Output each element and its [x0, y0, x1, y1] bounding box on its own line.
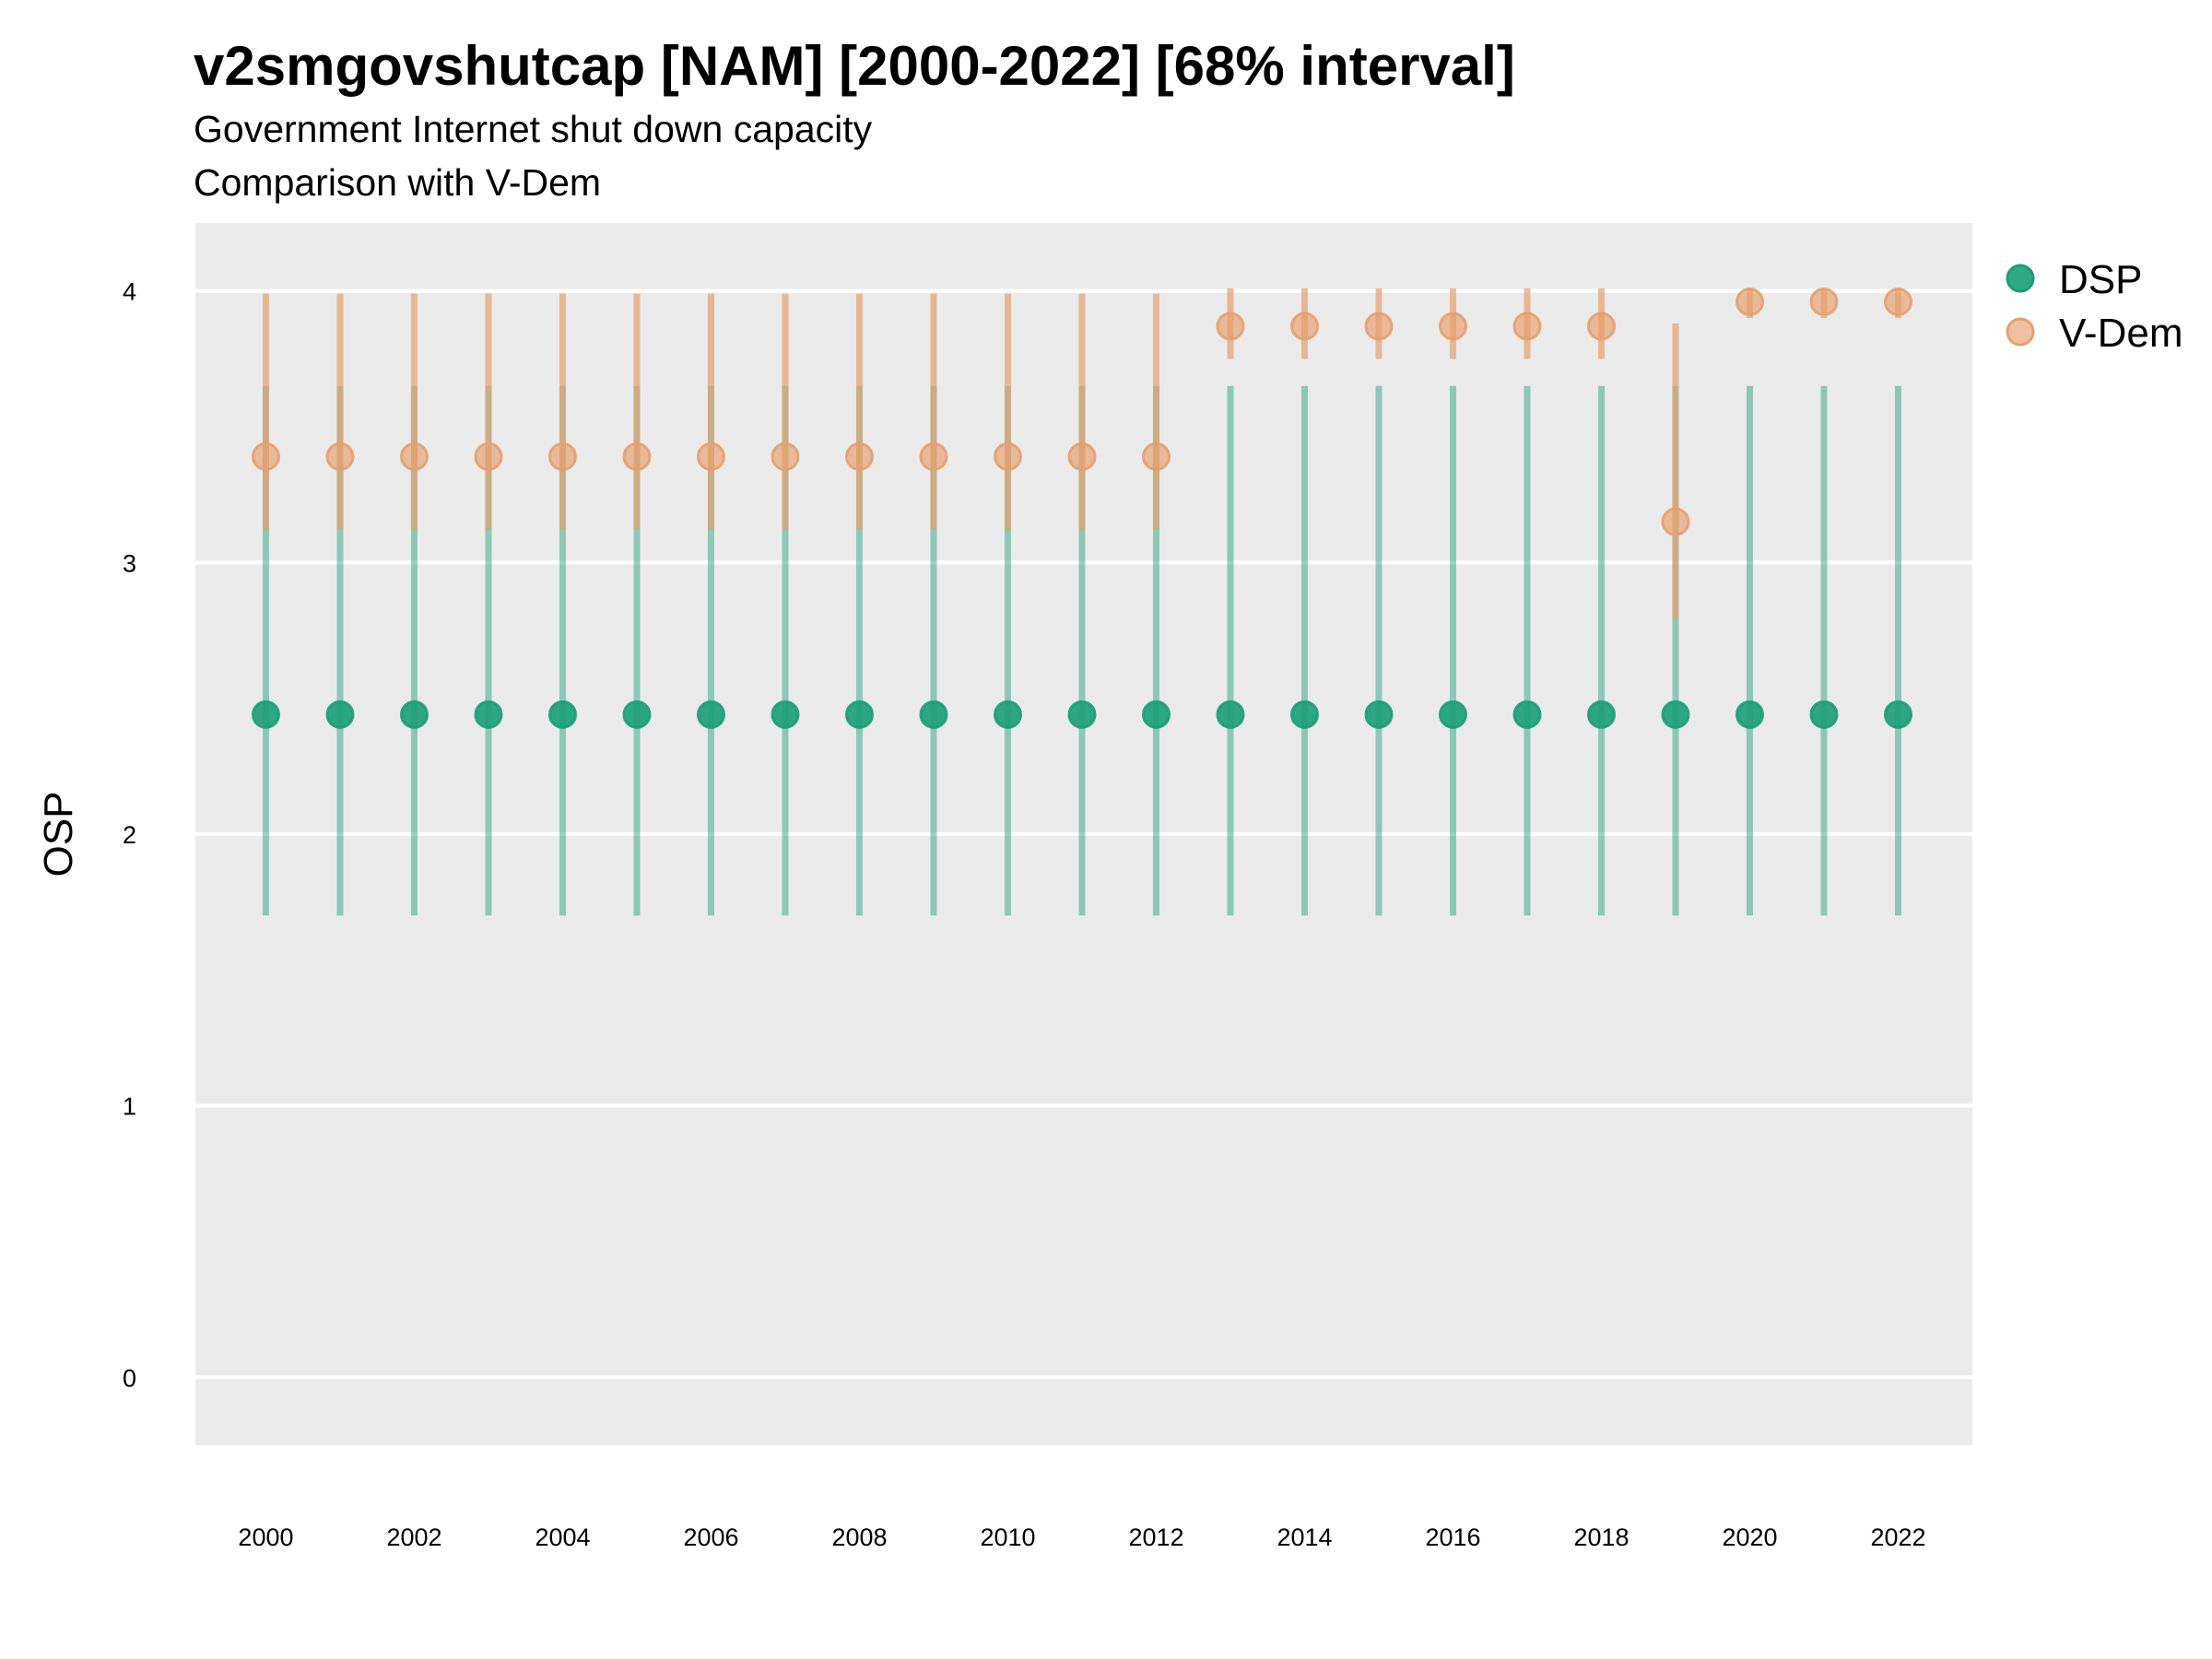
point-dsp-2006 — [696, 700, 725, 729]
point-vdem-2009 — [919, 441, 948, 471]
point-dsp-2008 — [844, 700, 874, 729]
y-tick-label: 3 — [123, 549, 136, 577]
x-tick-label: 2006 — [683, 1524, 738, 1551]
x-tick-label: 2012 — [1128, 1524, 1183, 1551]
point-vdem-2020 — [1735, 287, 1764, 316]
legend-label-dsp: DSP — [2059, 257, 2142, 302]
point-dsp-2017 — [1512, 700, 1542, 729]
point-dsp-2020 — [1735, 700, 1764, 729]
point-vdem-2013 — [1216, 312, 1245, 341]
chart-subtitle-2: Comparison with V-Dem — [194, 161, 601, 204]
legend-label-vdem: V-Dem — [2059, 311, 2183, 356]
x-tick-label: 2014 — [1277, 1524, 1332, 1551]
x-tick-label: 2004 — [535, 1524, 590, 1551]
point-vdem-2017 — [1512, 312, 1542, 341]
x-tick-label: 2022 — [1870, 1524, 1925, 1551]
point-dsp-2000 — [251, 700, 280, 729]
point-dsp-2013 — [1216, 700, 1245, 729]
point-dsp-2001 — [325, 700, 355, 729]
point-dsp-2002 — [399, 700, 429, 729]
point-dsp-2021 — [1809, 700, 1839, 729]
point-dsp-2011 — [1067, 700, 1097, 729]
point-vdem-2016 — [1438, 312, 1467, 341]
point-vdem-2011 — [1067, 441, 1097, 471]
error-bars — [262, 288, 1901, 916]
point-vdem-2022 — [1883, 287, 1912, 316]
point-dsp-2004 — [547, 700, 577, 729]
point-vdem-2019 — [1661, 507, 1690, 536]
point-vdem-2000 — [251, 441, 280, 471]
point-vdem-2005 — [622, 441, 652, 471]
point-dsp-2009 — [919, 700, 948, 729]
data-points — [251, 287, 1912, 729]
point-vdem-2004 — [547, 441, 577, 471]
point-dsp-2010 — [993, 700, 1022, 729]
x-tick-label: 2008 — [831, 1524, 887, 1551]
point-dsp-2005 — [622, 700, 652, 729]
point-dsp-2016 — [1438, 700, 1467, 729]
x-tick-label: 2002 — [386, 1524, 441, 1551]
point-vdem-2001 — [325, 441, 355, 471]
point-vdem-2003 — [474, 441, 503, 471]
point-vdem-2002 — [399, 441, 429, 471]
x-tick-label: 2016 — [1425, 1524, 1480, 1551]
point-vdem-2014 — [1289, 312, 1319, 341]
point-vdem-2007 — [771, 441, 800, 471]
x-tick-label: 2000 — [238, 1524, 293, 1551]
chart-subtitle: Government Internet shut down capacity — [194, 108, 873, 150]
y-tick-label: 1 — [123, 1093, 136, 1121]
point-dsp-2014 — [1289, 700, 1319, 729]
point-vdem-2015 — [1364, 312, 1394, 341]
point-vdem-2021 — [1809, 287, 1839, 316]
legend-marker-dsp — [2006, 264, 2035, 293]
x-tick-label: 2020 — [1722, 1524, 1777, 1551]
y-axis-label: OSP — [36, 792, 81, 877]
point-vdem-2008 — [844, 441, 874, 471]
point-dsp-2022 — [1883, 700, 1912, 729]
legend-marker-vdem — [2006, 317, 2035, 347]
y-axis-ticks: 0 1 2 3 4 — [123, 278, 136, 1393]
point-dsp-2015 — [1364, 700, 1394, 729]
y-tick-label: 4 — [123, 278, 136, 306]
x-tick-label: 2018 — [1573, 1524, 1629, 1551]
point-vdem-2018 — [1586, 312, 1616, 341]
point-vdem-2010 — [993, 441, 1022, 471]
point-dsp-2012 — [1141, 700, 1171, 729]
point-vdem-2006 — [696, 441, 725, 471]
x-axis-ticks: 2000 2002 2004 2006 2008 2010 2012 2014 2016 2018… — [238, 1524, 1925, 1551]
point-vdem-2012 — [1141, 441, 1171, 471]
legend: DSP V-Dem — [2006, 257, 2183, 356]
point-dsp-2019 — [1661, 700, 1690, 729]
chart-title: v2smgovshutcap [NAM] [2000-2022] [68% in… — [194, 35, 1515, 97]
y-tick-label: 2 — [123, 821, 136, 849]
y-tick-label: 0 — [123, 1364, 136, 1392]
x-tick-label: 2010 — [980, 1524, 1035, 1551]
point-dsp-2003 — [474, 700, 503, 729]
gridlines — [195, 288, 1972, 1380]
point-dsp-2007 — [771, 700, 800, 729]
point-dsp-2018 — [1586, 700, 1616, 729]
